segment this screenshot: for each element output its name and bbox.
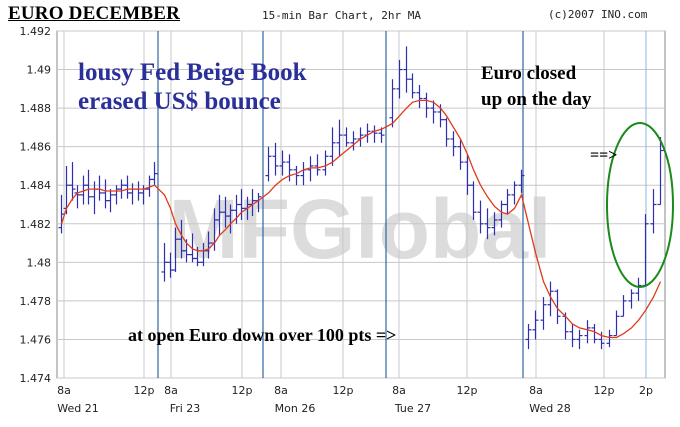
annotation-beige-book: lousy Fed Beige Book erased US$ bounce <box>78 58 307 116</box>
annotation-line: up on the day <box>481 89 592 110</box>
y-tick-label: 1.486 <box>20 141 52 154</box>
price-bars <box>58 46 664 350</box>
y-tick-label: 1.488 <box>20 102 52 115</box>
moving-average-line <box>60 99 662 339</box>
y-tick-label: 1.474 <box>20 372 52 385</box>
y-tick-label: 1.492 <box>20 25 52 38</box>
x-tick-label: 8a <box>164 384 178 397</box>
y-axis-ticks: 1.474 1.476 1.478 1.48 1.482 1.484 1.486 1.488 1… <box>20 25 52 385</box>
y-tick-label: 1.476 <box>20 333 52 346</box>
y-tick-label: 1.49 <box>27 64 52 77</box>
chart-subtitle: 15-min Bar Chart, 2hr MA <box>262 9 421 22</box>
copyright-notice: (c)2007 INO.com <box>548 8 648 21</box>
annotation-line: lousy Fed Beige Book <box>78 59 307 86</box>
y-tick-label: 1.48 <box>27 256 52 269</box>
chart-title: EURO DECEMBER <box>8 3 181 24</box>
y-tick-label: 1.482 <box>20 218 52 231</box>
y-tick-label: 1.478 <box>20 295 52 308</box>
x-tick-label: 12p <box>134 384 155 397</box>
day-separators <box>157 31 647 378</box>
annotation-line: erased US$ bounce <box>78 88 281 115</box>
x-tick-label: 12p <box>232 384 253 397</box>
y-tick-label: 1.484 <box>20 179 52 192</box>
annotation-line: Euro closed <box>481 63 577 84</box>
annotation-open-down: at open Euro down over 100 pts => <box>128 325 397 345</box>
x-day-label: Tue 27 <box>394 402 431 415</box>
x-tick-label: 8a <box>57 384 71 397</box>
x-day-label: Wed 21 <box>57 402 98 415</box>
x-tick-label: 8a <box>274 384 288 397</box>
annotation-closed-up: Euro closed up on the day <box>481 61 591 113</box>
x-day-label: Mon 26 <box>275 402 316 415</box>
x-tick-label: 12p <box>594 384 615 397</box>
close-highlight-circle <box>606 122 674 288</box>
annotation-arrow: ==> <box>590 147 618 164</box>
x-day-label: Fri 23 <box>170 402 201 415</box>
x-axis-ticks: 8a Wed 21 12p 8a Fri 23 12p 8a Mon 26 12p 8a Tue 2… <box>57 384 653 415</box>
x-tick-label: 12p <box>457 384 478 397</box>
x-tick-label: 12p <box>333 384 354 397</box>
x-tick-label: 8a <box>392 384 406 397</box>
x-tick-label: 2p <box>639 384 653 397</box>
x-tick-label: 8a <box>529 384 543 397</box>
x-day-label: Wed 28 <box>529 402 570 415</box>
